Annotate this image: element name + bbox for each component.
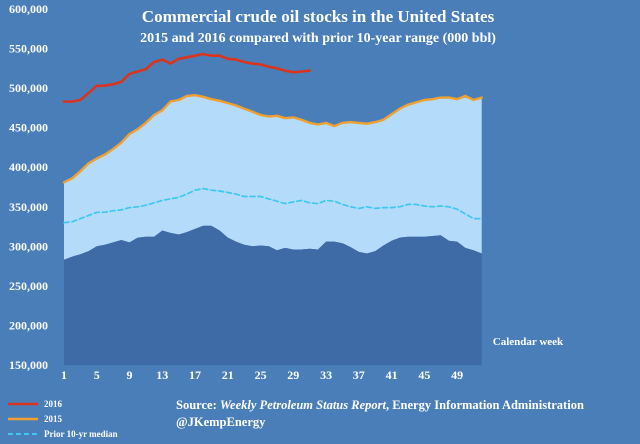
y-tick-label: 350,000 (9, 200, 48, 214)
y-tick-label: 150,000 (9, 358, 48, 372)
legend-label-2015: 2015 (44, 414, 63, 424)
x-tick-label: 25 (255, 368, 267, 382)
range-min-area (64, 225, 482, 365)
line-2015 (62, 94, 483, 184)
x-axis-ticks: 1 5 9 13 17 21 25 29 33 37 41 45 49 (61, 368, 463, 382)
x-axis-label: Calendar week (493, 336, 564, 348)
x-tick-label: 5 (94, 368, 100, 382)
y-axis-ticks: 150,000 200,000 250,000 300,000 350,000 400,0… (9, 2, 48, 372)
legend-label-2016: 2016 (44, 399, 63, 409)
x-tick-label: 49 (451, 368, 463, 382)
range-band-area (64, 95, 482, 260)
x-tick-label: 13 (156, 368, 168, 382)
legend: 2016 2015 Prior 10-yr median (8, 399, 118, 439)
x-tick-label: 37 (353, 368, 365, 382)
y-tick-label: 200,000 (9, 318, 48, 332)
line-2016 (62, 52, 311, 103)
source-report: Weekly Petroleum Status Report (220, 398, 387, 412)
source-line: Source: Weekly Petroleum Status Report, … (176, 398, 584, 412)
range-areas (64, 95, 482, 365)
line-median (63, 187, 483, 224)
y-tick-label: 500,000 (9, 81, 48, 95)
x-tick-label: 9 (127, 368, 133, 382)
series-lines (62, 52, 483, 224)
x-tick-label: 29 (287, 368, 299, 382)
x-tick-label: 33 (320, 368, 332, 382)
y-tick-label: 550,000 (9, 42, 48, 56)
source-prefix: Source: (176, 398, 220, 412)
y-tick-label: 400,000 (9, 160, 48, 174)
chart-title: Commercial crude oil stocks in the Unite… (142, 7, 495, 26)
x-tick-label: 41 (386, 368, 398, 382)
chart-subtitle: 2015 and 2016 compared with prior 10-yea… (140, 31, 496, 46)
x-tick-label: 45 (418, 368, 430, 382)
y-tick-label: 250,000 (9, 279, 48, 293)
y-tick-label: 600,000 (9, 2, 48, 16)
y-tick-label: 300,000 (9, 239, 48, 253)
source-suffix: , Energy Information Administration (386, 398, 584, 412)
legend-label-median: Prior 10-yr median (44, 429, 118, 439)
source-handle: @JKempEnergy (176, 415, 266, 429)
x-tick-label: 17 (189, 368, 201, 382)
x-tick-label: 1 (61, 368, 67, 382)
x-tick-label: 21 (222, 368, 234, 382)
y-tick-label: 450,000 (9, 121, 48, 135)
